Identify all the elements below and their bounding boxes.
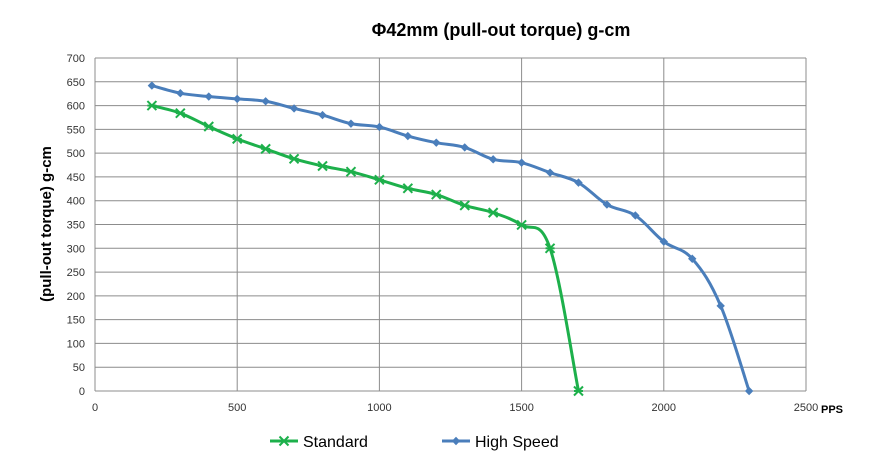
x-tick-label: 2000 — [652, 402, 676, 414]
data-point-high-speed — [233, 94, 242, 104]
data-point-standard — [573, 385, 584, 397]
series-high-speed — [147, 81, 754, 396]
data-point-standard — [146, 100, 158, 111]
y-tick-label: 200 — [67, 291, 85, 303]
x-tick-label: 1500 — [509, 402, 533, 414]
data-point-high-speed — [375, 122, 384, 132]
legend-item-high-speed: High Speed — [442, 434, 559, 451]
legend-marker-high-speed — [451, 436, 461, 446]
data-point-standard — [431, 189, 442, 200]
chart-title: Φ42mm (pull-out torque) g-cm — [372, 20, 631, 40]
y-tick-label: 500 — [67, 148, 85, 160]
data-point-standard — [203, 121, 214, 132]
x-tick-label: 500 — [228, 402, 246, 414]
legend-label: High Speed — [475, 434, 559, 451]
series-lines — [146, 81, 754, 397]
data-point-standard — [345, 166, 357, 177]
y-tick-label: 350 — [67, 220, 85, 232]
y-tick-label: 450 — [67, 172, 85, 184]
legend: Standard High Speed — [270, 434, 559, 451]
y-tick-label: 50 — [73, 362, 85, 374]
y-tick-label: 0 — [79, 386, 85, 398]
x-tick-label: 2500 — [794, 402, 818, 414]
data-point-standard — [516, 219, 527, 231]
x-tick-label: 0 — [92, 402, 98, 414]
y-tick-label: 550 — [67, 124, 85, 136]
data-point-high-speed — [545, 168, 555, 177]
x-axis-label: PPS — [821, 404, 843, 416]
data-point-high-speed — [147, 81, 157, 90]
data-point-standard — [260, 143, 271, 155]
data-point-high-speed — [517, 158, 526, 167]
data-point-high-speed — [659, 237, 668, 246]
data-point-high-speed — [204, 92, 213, 101]
data-point-high-speed — [488, 155, 498, 164]
series-standard — [146, 100, 584, 397]
legend-label: Standard — [303, 434, 368, 451]
y-tick-label: 250 — [67, 267, 85, 279]
y-tick-label: 300 — [67, 243, 85, 255]
y-tick-label: 650 — [67, 77, 85, 89]
series-line-high-speed — [151, 84, 751, 392]
data-point-high-speed — [631, 211, 640, 220]
tick-labels: 0 50 100 150 200 250 300 350 400 450 500 550 600 650 7… — [67, 53, 819, 414]
legend-marker-standard — [278, 435, 290, 447]
data-point-high-speed — [602, 200, 612, 209]
data-point-standard — [288, 153, 300, 165]
data-point-high-speed — [403, 131, 413, 141]
data-point-high-speed — [289, 104, 299, 113]
data-point-standard — [402, 183, 414, 194]
data-point-high-speed — [688, 254, 697, 263]
y-tick-label: 100 — [67, 338, 85, 350]
data-point-standard — [544, 243, 556, 254]
y-tick-label: 600 — [67, 101, 85, 113]
data-point-standard — [487, 207, 499, 218]
gridlines — [94, 57, 807, 392]
legend-item-standard: Standard — [270, 434, 368, 451]
data-point-high-speed — [744, 386, 754, 396]
data-point-high-speed — [460, 143, 469, 152]
data-point-high-speed — [574, 178, 583, 187]
data-point-standard — [317, 160, 328, 172]
y-tick-label: 150 — [67, 315, 85, 327]
y-tick-label: 400 — [67, 196, 85, 208]
data-point-high-speed — [716, 301, 725, 311]
y-tick-label: 700 — [67, 53, 85, 65]
y-axis-label: (pull-out torque) g-cm — [38, 146, 55, 302]
data-point-high-speed — [432, 138, 441, 147]
x-tick-label: 1000 — [367, 402, 391, 414]
data-point-high-speed — [261, 97, 270, 106]
data-point-standard — [175, 107, 186, 119]
data-point-high-speed — [318, 110, 327, 120]
data-point-standard — [459, 200, 470, 211]
data-point-high-speed — [176, 89, 185, 98]
data-point-standard — [231, 133, 243, 145]
data-point-standard — [374, 174, 385, 185]
data-point-high-speed — [346, 119, 356, 128]
